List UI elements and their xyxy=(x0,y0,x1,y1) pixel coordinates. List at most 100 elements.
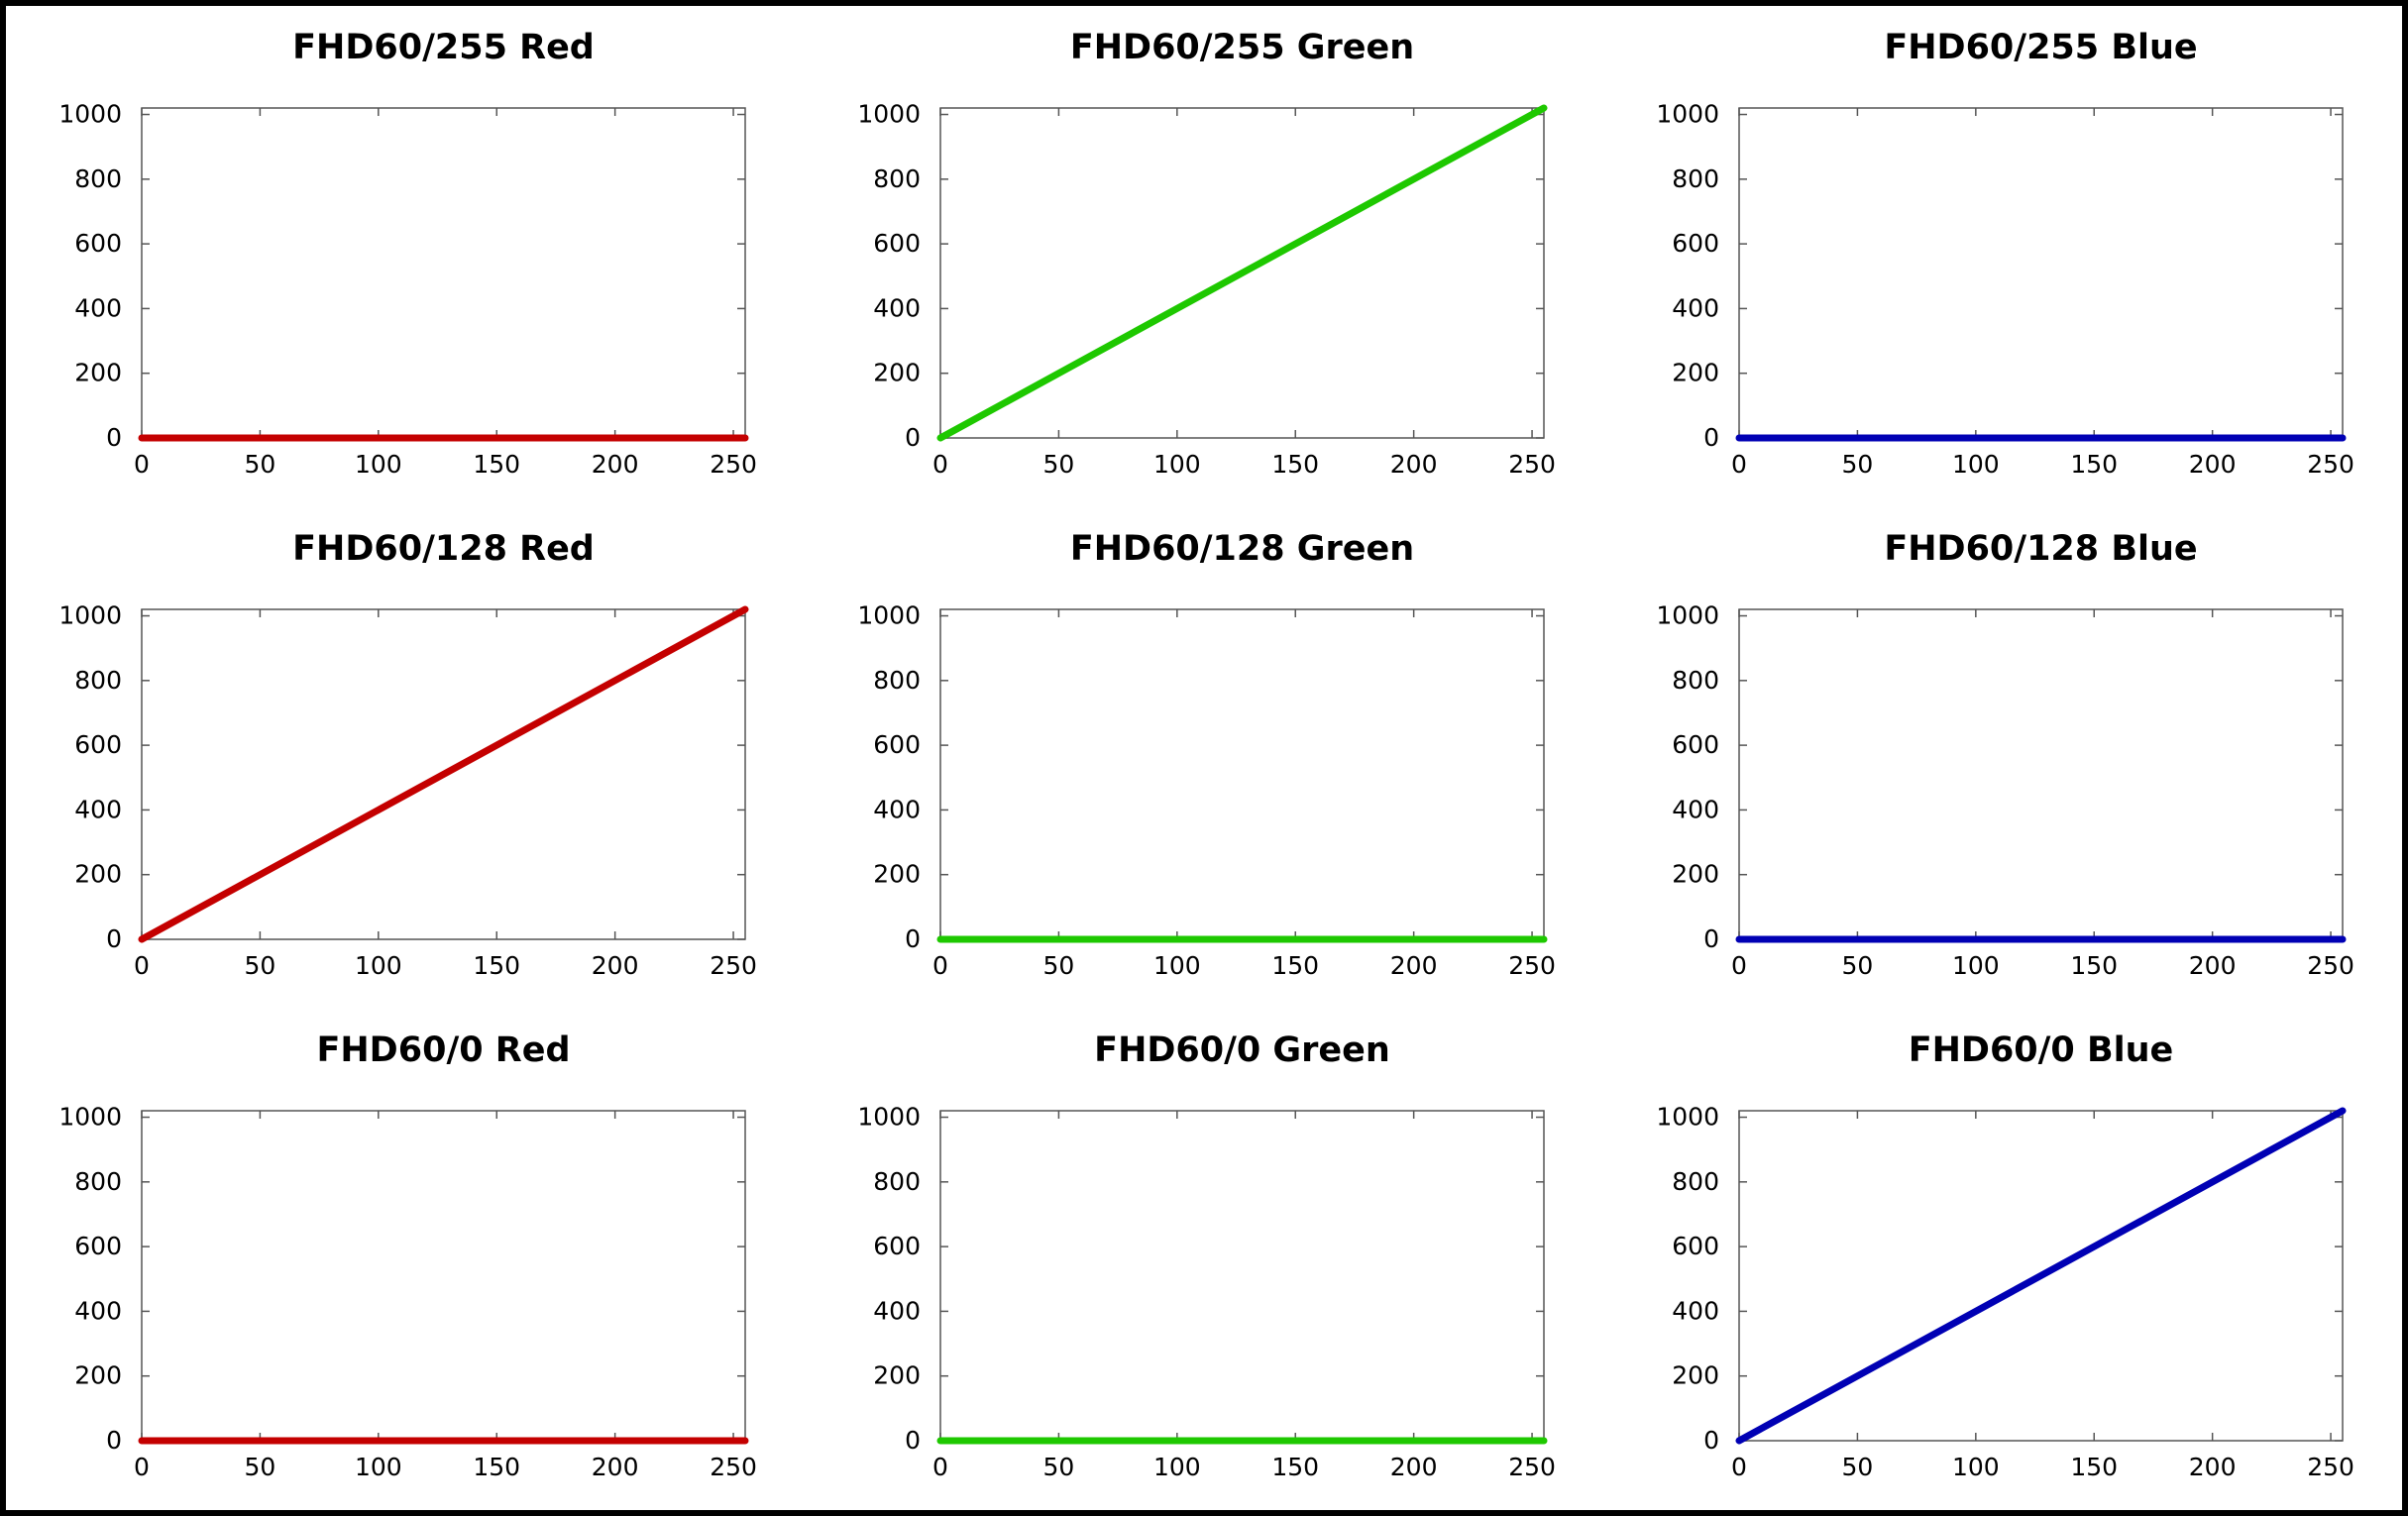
chart-title: FHD60/0 Red xyxy=(316,1030,570,1070)
chart-title: FHD60/0 Blue xyxy=(1909,1030,2174,1070)
y-tick-label: 600 xyxy=(873,1232,921,1260)
x-tick-label: 250 xyxy=(2307,450,2354,479)
plot-frame xyxy=(141,608,746,940)
plot-frame xyxy=(1738,608,2344,940)
y-tick-label: 200 xyxy=(873,860,921,889)
y-tick-label: 600 xyxy=(1672,1232,1719,1260)
chart-title: FHD60/128 Green xyxy=(1070,529,1414,569)
x-tick-label: 0 xyxy=(1731,1453,1747,1481)
y-tick-label: 400 xyxy=(873,293,921,322)
x-tick-label: 0 xyxy=(134,450,150,479)
x-tick-label: 250 xyxy=(710,1453,757,1481)
data-series-line xyxy=(1735,1107,2347,1445)
charts-svg: FHD60/255 Red 0 50 100 150 200 250 0 200 400 600 80… xyxy=(58,28,2354,1481)
x-tick-label: 100 xyxy=(1153,450,1201,479)
y-tick-label: 0 xyxy=(1703,423,1719,452)
y-tick-label: 200 xyxy=(74,1361,122,1390)
y-tick-label: 400 xyxy=(1672,1296,1719,1325)
y-tick-label: 1000 xyxy=(1656,601,1719,630)
y-tick-label: 0 xyxy=(1703,1426,1719,1455)
x-tick-label: 0 xyxy=(134,1453,150,1481)
x-tick-label: 250 xyxy=(2307,951,2354,980)
y-tick-label: 200 xyxy=(74,359,122,387)
chart-panel: FHD60/128 Red 0 50 100 150 200 250 0 200 400 600 80… xyxy=(58,529,757,980)
x-tick-label: 200 xyxy=(592,450,639,479)
y-tick-label: 1000 xyxy=(857,601,921,630)
x-tick-label: 250 xyxy=(710,450,757,479)
x-tick-label: 150 xyxy=(1271,1453,1319,1481)
y-tick-label: 1000 xyxy=(857,100,921,129)
y-tick-label: 1000 xyxy=(1656,1103,1719,1132)
x-tick-label: 250 xyxy=(1508,1453,1556,1481)
x-tick-label: 250 xyxy=(2307,1453,2354,1481)
x-tick-label: 200 xyxy=(592,951,639,980)
y-tick-label: 600 xyxy=(1672,229,1719,258)
chart-panel: FHD60/128 Blue 0 50 100 150 200 250 0 200 400 600 8… xyxy=(1656,529,2354,980)
x-tick-label: 250 xyxy=(1508,450,1556,479)
x-tick-label: 50 xyxy=(1842,1453,1874,1481)
plot-frame xyxy=(1738,1110,2344,1442)
y-tick-label: 1000 xyxy=(58,601,122,630)
x-tick-label: 100 xyxy=(355,450,402,479)
x-tick-label: 200 xyxy=(2189,1453,2237,1481)
chart-panel: FHD60/128 Green 0 50 100 150 200 250 0 200 400 600… xyxy=(857,529,1556,980)
y-tick-label: 1000 xyxy=(58,100,122,129)
x-tick-label: 150 xyxy=(473,1453,520,1481)
x-tick-label: 150 xyxy=(473,450,520,479)
y-tick-label: 400 xyxy=(1672,795,1719,823)
chart-title: FHD60/0 Green xyxy=(1094,1030,1390,1070)
plot-frame xyxy=(141,1110,746,1442)
y-tick-label: 600 xyxy=(1672,730,1719,759)
x-tick-label: 200 xyxy=(1390,450,1438,479)
x-tick-label: 50 xyxy=(245,1453,276,1481)
chart-panel: FHD60/255 Green 0 50 100 150 200 250 0 200 400 600… xyxy=(857,28,1556,479)
y-tick-label: 800 xyxy=(873,666,921,695)
x-tick-label: 150 xyxy=(2070,1453,2118,1481)
y-tick-label: 800 xyxy=(1672,1167,1719,1196)
chart-panel: FHD60/0 Green 0 50 100 150 200 250 0 200 400 600 80… xyxy=(857,1030,1556,1481)
x-tick-label: 0 xyxy=(134,951,150,980)
y-tick-label: 400 xyxy=(873,795,921,823)
x-tick-label: 100 xyxy=(355,951,402,980)
y-tick-label: 400 xyxy=(74,1296,122,1325)
chart-title: FHD60/255 Green xyxy=(1070,28,1414,67)
x-tick-label: 50 xyxy=(1043,450,1075,479)
y-tick-label: 200 xyxy=(74,860,122,889)
y-tick-label: 0 xyxy=(905,924,921,953)
x-tick-label: 100 xyxy=(355,1453,402,1481)
y-tick-label: 400 xyxy=(74,795,122,823)
y-tick-label: 400 xyxy=(1672,293,1719,322)
chart-panel: FHD60/0 Red 0 50 100 150 200 250 0 200 400 600 800 1… xyxy=(58,1030,757,1481)
chart-grid: FHD60/255 Red 0 50 100 150 200 250 0 200 400 600 80… xyxy=(6,6,2402,1510)
x-tick-label: 50 xyxy=(1043,951,1075,980)
y-tick-label: 200 xyxy=(873,1361,921,1390)
x-tick-label: 200 xyxy=(2189,951,2237,980)
data-series-line xyxy=(936,104,1548,442)
y-tick-label: 400 xyxy=(74,293,122,322)
x-tick-label: 50 xyxy=(1043,1453,1075,1481)
x-tick-label: 0 xyxy=(932,951,948,980)
y-tick-label: 800 xyxy=(74,1167,122,1196)
y-tick-label: 800 xyxy=(873,1167,921,1196)
chart-title: FHD60/255 Red xyxy=(292,28,595,67)
x-tick-label: 200 xyxy=(592,1453,639,1481)
y-tick-label: 0 xyxy=(106,924,122,953)
x-tick-label: 150 xyxy=(2070,951,2118,980)
y-tick-label: 1000 xyxy=(58,1103,122,1132)
y-tick-label: 800 xyxy=(873,164,921,193)
x-tick-label: 150 xyxy=(2070,450,2118,479)
x-tick-label: 150 xyxy=(1271,951,1319,980)
y-tick-label: 600 xyxy=(74,730,122,759)
x-tick-label: 100 xyxy=(1153,1453,1201,1481)
y-tick-label: 800 xyxy=(74,164,122,193)
plot-frame xyxy=(1738,107,2344,439)
plot-frame xyxy=(939,107,1545,439)
x-tick-label: 250 xyxy=(1508,951,1556,980)
y-tick-label: 600 xyxy=(74,1232,122,1260)
y-tick-label: 800 xyxy=(1672,666,1719,695)
y-tick-label: 200 xyxy=(1672,860,1719,889)
chart-panel: FHD60/255 Red 0 50 100 150 200 250 0 200 400 600 80… xyxy=(58,28,757,479)
y-tick-label: 200 xyxy=(1672,1361,1719,1390)
plot-frame xyxy=(939,1110,1545,1442)
